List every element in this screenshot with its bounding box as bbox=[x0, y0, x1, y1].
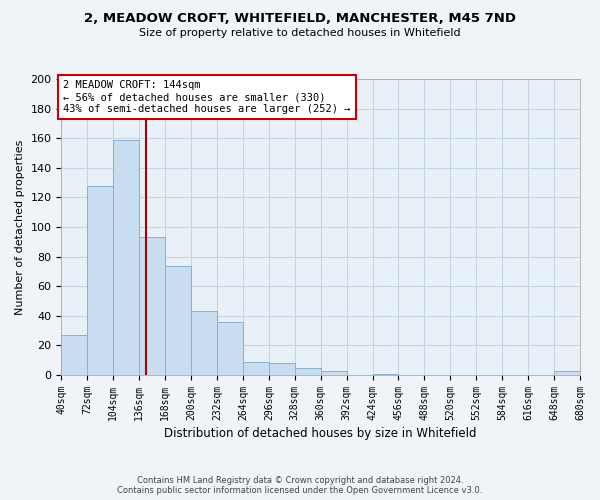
Text: 2, MEADOW CROFT, WHITEFIELD, MANCHESTER, M45 7ND: 2, MEADOW CROFT, WHITEFIELD, MANCHESTER,… bbox=[84, 12, 516, 26]
X-axis label: Distribution of detached houses by size in Whitefield: Distribution of detached houses by size … bbox=[164, 427, 477, 440]
Text: 2 MEADOW CROFT: 144sqm
← 56% of detached houses are smaller (330)
43% of semi-de: 2 MEADOW CROFT: 144sqm ← 56% of detached… bbox=[63, 80, 350, 114]
Y-axis label: Number of detached properties: Number of detached properties bbox=[15, 140, 25, 314]
Text: Contains HM Land Registry data © Crown copyright and database right 2024.
Contai: Contains HM Land Registry data © Crown c… bbox=[118, 476, 482, 495]
Bar bbox=[165, 266, 191, 375]
Bar bbox=[243, 362, 269, 375]
Bar bbox=[295, 368, 321, 375]
Bar bbox=[269, 363, 295, 375]
Bar bbox=[321, 370, 347, 375]
Bar bbox=[217, 322, 243, 375]
Bar bbox=[191, 312, 217, 375]
Text: Size of property relative to detached houses in Whitefield: Size of property relative to detached ho… bbox=[139, 28, 461, 38]
Bar bbox=[554, 370, 580, 375]
Bar bbox=[139, 238, 165, 375]
Bar bbox=[61, 335, 88, 375]
Bar bbox=[113, 140, 139, 375]
Bar bbox=[373, 374, 398, 375]
Bar bbox=[88, 186, 113, 375]
